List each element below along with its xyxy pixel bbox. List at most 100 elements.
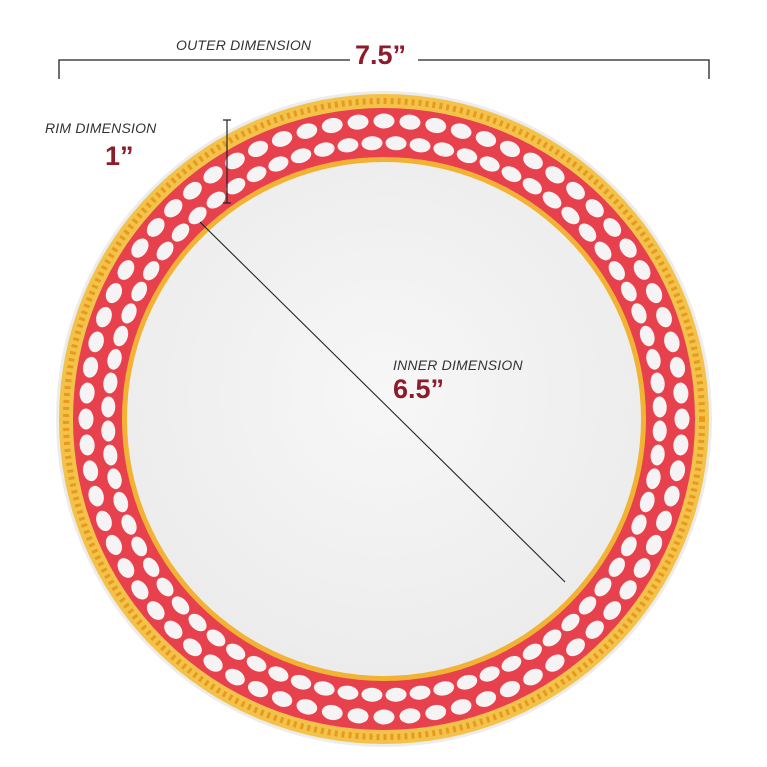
pattern-oval bbox=[361, 136, 383, 151]
pattern-oval bbox=[523, 152, 543, 170]
pattern-oval bbox=[585, 620, 604, 639]
outer-dimension-label: OUTER DIMENSION bbox=[176, 37, 312, 53]
pattern-oval bbox=[113, 325, 129, 347]
pattern-oval bbox=[561, 206, 580, 225]
pattern-oval bbox=[566, 638, 585, 657]
pattern-oval bbox=[650, 444, 665, 466]
pattern-oval bbox=[475, 691, 497, 707]
pattern-oval bbox=[433, 142, 455, 157]
pattern-oval bbox=[656, 510, 672, 532]
pattern-oval bbox=[79, 434, 95, 456]
pattern-oval bbox=[96, 510, 112, 532]
gold-leaf-pattern bbox=[63, 98, 705, 740]
pattern-oval bbox=[105, 283, 123, 304]
pattern-oval bbox=[631, 514, 647, 535]
pattern-oval bbox=[456, 674, 478, 690]
pattern-oval bbox=[103, 372, 118, 394]
pattern-oval bbox=[633, 260, 651, 280]
rim-dimension-label: RIM DIMENSION bbox=[45, 120, 157, 136]
outer-dimension-value: 7.5” bbox=[355, 40, 407, 70]
pattern-oval bbox=[101, 396, 116, 418]
pattern-oval bbox=[619, 238, 637, 258]
pattern-oval bbox=[545, 654, 565, 672]
pattern-oval bbox=[499, 680, 520, 698]
pattern-oval bbox=[674, 408, 690, 430]
pattern-oval bbox=[652, 396, 667, 418]
pattern-oval bbox=[96, 306, 112, 328]
pattern-oval bbox=[107, 468, 122, 490]
pattern-oval bbox=[603, 601, 622, 620]
pattern-oval bbox=[639, 491, 655, 513]
pattern-oval bbox=[385, 136, 407, 151]
pattern-oval bbox=[645, 283, 663, 304]
pattern-oval bbox=[105, 534, 123, 555]
pattern-oval bbox=[321, 117, 343, 134]
pattern-oval bbox=[183, 181, 202, 200]
pattern-oval bbox=[337, 685, 359, 700]
pattern-oval bbox=[646, 348, 661, 370]
pattern-oval bbox=[164, 620, 183, 639]
pattern-oval bbox=[171, 596, 190, 615]
pattern-oval bbox=[620, 281, 637, 302]
pattern-oval bbox=[433, 681, 455, 696]
pattern-oval bbox=[296, 699, 318, 715]
pattern-oval bbox=[501, 166, 522, 183]
dimension-lines bbox=[58, 59, 710, 583]
pattern-oval bbox=[456, 148, 478, 164]
pattern-oval bbox=[171, 223, 190, 242]
pattern-oval bbox=[290, 148, 312, 164]
pattern-oval bbox=[501, 655, 522, 672]
pattern-oval bbox=[652, 420, 667, 442]
pattern-oval bbox=[156, 241, 174, 261]
pattern-oval bbox=[450, 699, 472, 715]
pattern-oval bbox=[131, 580, 149, 600]
pattern-oval bbox=[164, 199, 183, 218]
pattern-oval bbox=[246, 655, 267, 672]
pattern-oval bbox=[479, 156, 500, 172]
pattern-oval bbox=[103, 444, 118, 466]
pattern-oval bbox=[578, 596, 597, 615]
pattern-oval bbox=[117, 558, 135, 578]
pattern-oval bbox=[347, 708, 369, 724]
inner-dimension-value: 6.5” bbox=[393, 374, 445, 404]
pattern-oval bbox=[522, 643, 542, 660]
pattern-oval bbox=[206, 191, 226, 209]
pattern-oval bbox=[409, 685, 431, 700]
pattern-oval bbox=[337, 138, 359, 153]
pattern-oval bbox=[561, 613, 580, 632]
rim-dimension-value: 1” bbox=[105, 141, 134, 171]
pattern-oval bbox=[373, 113, 395, 129]
pattern-oval bbox=[585, 199, 604, 218]
pattern-oval bbox=[594, 577, 612, 597]
pattern-oval bbox=[117, 260, 135, 280]
pattern-oval bbox=[183, 638, 202, 657]
pattern-oval bbox=[78, 408, 94, 430]
outer-dimension-bracket bbox=[58, 59, 710, 79]
oval-pattern bbox=[78, 113, 690, 725]
pattern-oval bbox=[313, 142, 335, 157]
pattern-oval bbox=[226, 178, 246, 195]
pattern-oval bbox=[79, 382, 95, 404]
pattern-oval bbox=[248, 140, 269, 158]
inner-dimension-label: INNER DIMENSION bbox=[393, 357, 523, 373]
pattern-oval bbox=[619, 580, 637, 600]
pattern-oval bbox=[594, 241, 612, 261]
pattern-oval bbox=[523, 668, 543, 686]
pattern-oval bbox=[290, 674, 312, 690]
pattern-oval bbox=[645, 534, 663, 555]
pattern-oval bbox=[399, 708, 421, 724]
pattern-oval bbox=[146, 601, 165, 620]
pattern-oval bbox=[225, 668, 245, 686]
pattern-oval bbox=[633, 558, 651, 578]
pattern-oval bbox=[121, 303, 137, 324]
pattern-oval bbox=[631, 303, 647, 324]
pattern-oval bbox=[450, 123, 472, 139]
inner-dimension-line bbox=[199, 221, 566, 583]
pattern-oval bbox=[113, 491, 129, 513]
pattern-oval bbox=[669, 460, 686, 482]
pattern-oval bbox=[188, 206, 207, 225]
rim-dimension-bar bbox=[223, 119, 231, 204]
pattern-oval bbox=[409, 138, 431, 153]
pattern-oval bbox=[131, 281, 148, 302]
